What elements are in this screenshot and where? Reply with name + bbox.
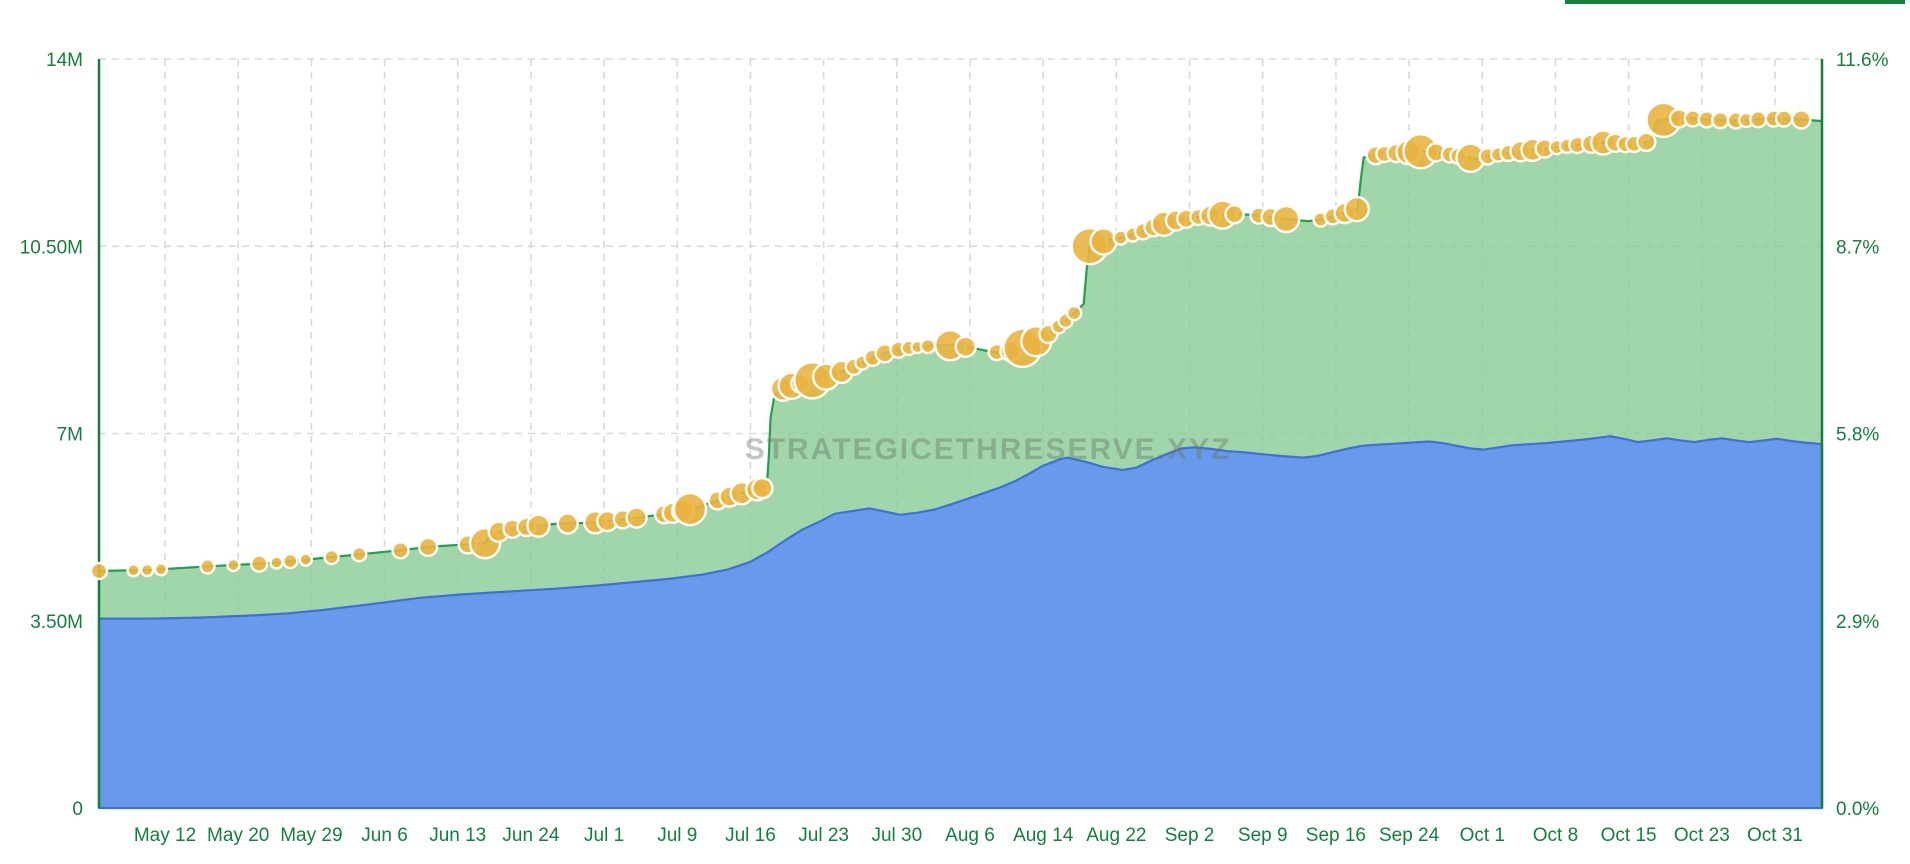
event-bubble[interactable] <box>153 562 169 577</box>
event-bubble[interactable] <box>954 335 977 358</box>
x-tick-label: Jun 6 <box>361 825 407 846</box>
x-tick-label: Jul 16 <box>725 825 776 846</box>
purchase-event-bubbles <box>89 101 1812 581</box>
event-bubble[interactable] <box>556 512 579 535</box>
event-bubble[interactable] <box>89 561 109 581</box>
x-tick-label: Jul 23 <box>798 825 849 846</box>
event-bubble[interactable] <box>1089 227 1118 256</box>
y-left-tick-label: 3.50M <box>30 612 83 633</box>
event-bubble[interactable] <box>1271 204 1301 234</box>
event-bubble[interactable] <box>1224 203 1245 225</box>
y-right-tick-label: 2.9% <box>1836 612 1879 633</box>
event-bubble[interactable] <box>417 536 439 558</box>
event-bubble[interactable] <box>323 548 340 566</box>
y-left-tick-label: 7M <box>57 425 83 446</box>
y-right-tick-label: 8.7% <box>1836 237 1879 258</box>
event-bubble[interactable] <box>1065 304 1083 322</box>
x-tick-label: May 12 <box>134 825 196 846</box>
y-left-tick-labels: 0 3.50M 7M 10.50M 14M <box>20 50 83 820</box>
event-bubble[interactable] <box>282 552 299 570</box>
x-tick-label: Jun 13 <box>429 825 486 846</box>
top-edge-fragment <box>1565 0 1905 4</box>
event-bubble[interactable] <box>226 557 241 573</box>
y-right-tick-label: 5.8% <box>1836 425 1879 446</box>
event-bubble[interactable] <box>919 337 937 355</box>
x-tick-label: Aug 14 <box>1013 825 1074 846</box>
event-bubble[interactable] <box>126 563 141 578</box>
x-tick-label: Sep 24 <box>1379 825 1440 846</box>
event-bubble[interactable] <box>269 555 284 570</box>
event-bubble[interactable] <box>1636 131 1657 153</box>
event-bubble[interactable] <box>139 562 155 578</box>
watermark-text: STRATEGICETHRESERVE.XYZ <box>744 433 1232 466</box>
blue-area <box>97 435 1824 810</box>
x-tick-label: Sep 9 <box>1238 825 1288 846</box>
event-bubble[interactable] <box>391 541 410 560</box>
event-bubble[interactable] <box>1711 110 1730 130</box>
event-bubble[interactable] <box>1791 109 1812 130</box>
event-bubble[interactable] <box>1774 109 1794 128</box>
event-bubble[interactable] <box>249 554 269 573</box>
x-tick-label: Jul 30 <box>871 825 922 846</box>
event-bubble[interactable] <box>350 546 368 563</box>
event-bubble[interactable] <box>1748 110 1768 129</box>
x-tick-label: Oct 31 <box>1747 825 1803 846</box>
event-bubble[interactable] <box>526 513 551 538</box>
x-tick-label: Jul 9 <box>657 825 697 846</box>
x-tick-label: Oct 15 <box>1601 825 1657 846</box>
event-bubble[interactable] <box>625 506 648 529</box>
y-right-tick-label: 11.6% <box>1836 50 1889 71</box>
y-left-tick-label: 14M <box>46 50 83 71</box>
x-tick-label: Aug 22 <box>1086 825 1146 846</box>
x-tick-label: Oct 8 <box>1533 825 1578 846</box>
x-tick-label: Oct 23 <box>1674 825 1730 846</box>
y-right-tick-labels: 0.0% 2.9% 5.8% 8.7% 11.6% <box>1836 50 1889 820</box>
x-tick-label: Jun 24 <box>502 825 559 846</box>
event-bubble[interactable] <box>1343 195 1371 223</box>
x-tick-label: Oct 1 <box>1460 825 1505 846</box>
event-bubble[interactable] <box>199 558 216 575</box>
event-bubble[interactable] <box>298 552 314 567</box>
y-left-tick-label: 0 <box>72 799 83 820</box>
y-right-tick-label: 0.0% <box>1836 799 1879 820</box>
x-tick-label: May 29 <box>280 825 342 846</box>
x-tick-label: Jul 1 <box>584 825 624 846</box>
x-tick-label: May 20 <box>207 825 269 846</box>
y-left-tick-label: 10.50M <box>20 237 83 258</box>
event-bubble[interactable] <box>672 491 708 527</box>
event-bubble[interactable] <box>751 476 774 500</box>
x-tick-label: Sep 16 <box>1306 825 1366 846</box>
x-tick-labels: May 12 May 20 May 29 Jun 6 Jun 13 Jun 24 Jul 1… <box>134 825 1803 846</box>
x-tick-label: Sep 2 <box>1165 825 1215 846</box>
x-tick-label: Aug 6 <box>945 825 995 846</box>
